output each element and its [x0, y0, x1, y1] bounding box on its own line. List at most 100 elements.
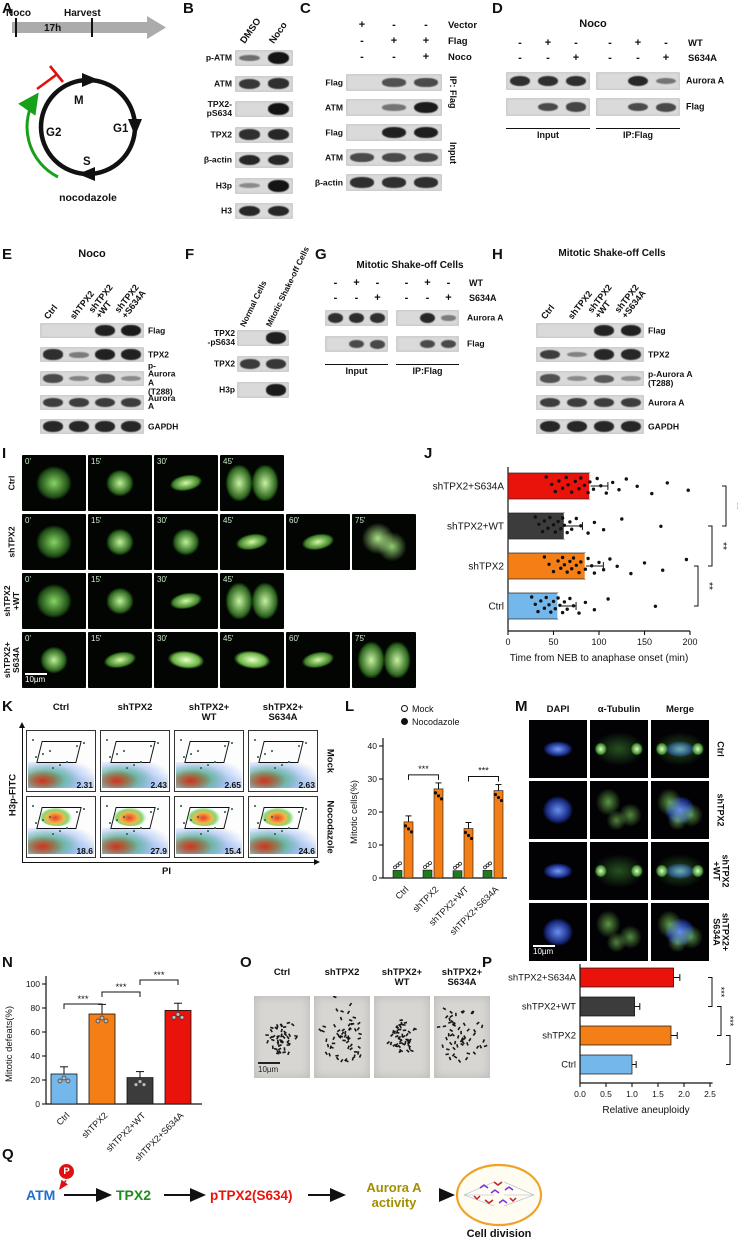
flow-gate-value: 15.4: [224, 846, 241, 856]
flow-dot: [305, 742, 307, 744]
dapi-signal: [538, 914, 578, 950]
flow-gate-value: 2.65: [224, 780, 241, 790]
blot-strip: [506, 98, 590, 116]
cycle-arrowhead: [78, 167, 95, 181]
protein-band: [69, 375, 89, 382]
nocodazole-marker-icon: [401, 718, 408, 725]
protein-band: [266, 332, 286, 344]
tubulin-signal: [591, 783, 647, 837]
condition-symbol: +: [353, 277, 360, 289]
band-label: Aurora A: [467, 312, 504, 323]
protein-band: [238, 154, 261, 166]
protein-band: [267, 52, 290, 64]
condition-symbol: -: [446, 277, 451, 289]
condition-symbol: -: [664, 37, 668, 49]
flow-gate-cluster: [188, 808, 222, 826]
flow-dot: [140, 827, 142, 829]
flow-gate: [258, 741, 304, 763]
flow-dot: [116, 753, 118, 755]
protein-band: [238, 54, 261, 62]
ip-group-label: IP: Flag: [448, 76, 458, 109]
frame-time-label: 60': [289, 634, 300, 643]
flow-dot: [52, 767, 54, 769]
flow-dot: [106, 805, 108, 807]
protein-band: [43, 374, 63, 383]
phase-g2: G2: [46, 127, 61, 139]
svg-text:10: 10: [368, 840, 378, 850]
flow-dot: [298, 811, 300, 813]
panel-label-p: P: [482, 954, 493, 971]
flow-dot: [183, 822, 185, 824]
flow-plot: 2.43: [100, 730, 170, 792]
chromosome-marks: [318, 996, 362, 1063]
flow-dot: [116, 819, 118, 821]
flow-dot: [257, 756, 259, 758]
protein-band: [95, 421, 115, 432]
svg-text:shTPX2+WT: shTPX2+WT: [447, 522, 504, 533]
condition-name: WT: [469, 278, 483, 288]
protein-band: [537, 102, 559, 112]
condition-symbol: -: [333, 277, 338, 289]
condition-name: WT: [688, 38, 703, 49]
chromosome-marks: [386, 1019, 417, 1054]
blot-strip: [235, 75, 293, 92]
tubulin-signal: [592, 845, 646, 897]
condition-symbol: +: [422, 35, 430, 47]
condition-name: S634A: [469, 293, 497, 303]
band-label: ATM: [325, 101, 343, 112]
band-label: TPX2-pS634: [207, 328, 235, 347]
flow-dot: [35, 756, 37, 758]
blot-strip: [396, 310, 459, 326]
timelapse-frame: 0': [22, 514, 86, 570]
flow-density: [102, 828, 168, 854]
flow-gate: [36, 741, 82, 763]
panel-label-b: B: [183, 0, 194, 17]
svg-text:0.0: 0.0: [574, 1089, 586, 1099]
flow-column-label: shTPX2: [117, 702, 153, 713]
frame-time-label: 15': [91, 457, 102, 466]
panel-label-i: I: [2, 445, 7, 462]
if-image: [590, 842, 648, 900]
cell-fluorescence: [101, 465, 139, 501]
if-column-label: α-Tubulin: [597, 704, 641, 715]
flow-dot: [52, 833, 54, 835]
cell-fluorescence: [230, 528, 274, 556]
svg-text:1.5: 1.5: [652, 1089, 664, 1099]
blot-strip: [596, 72, 680, 90]
tubulin-signal: [653, 723, 707, 775]
panel-label-g: G: [315, 246, 327, 263]
protein-band: [327, 312, 344, 324]
spread-label: shTPX2+ WT: [381, 967, 423, 989]
flow-dot: [32, 805, 34, 807]
frame-time-label: 75': [355, 634, 366, 643]
protein-band: [440, 315, 457, 321]
flow-dot: [200, 767, 202, 769]
flow-dot: [200, 833, 202, 835]
protein-band: [350, 177, 374, 188]
flow-dot: [49, 750, 51, 752]
timelapse-frame: 15': [88, 455, 152, 511]
protein-band: [238, 129, 261, 140]
protein-band: [121, 324, 141, 337]
blot-group-label: Input: [506, 128, 590, 140]
svg-text:shTPX2: shTPX2: [80, 1110, 110, 1140]
svg-text:***: ***: [115, 982, 126, 993]
condition-symbol: -: [608, 37, 612, 49]
timelapse-frame: 30': [154, 455, 218, 511]
condition-symbol: +: [572, 52, 580, 64]
cell-fluorescence: [30, 520, 78, 564]
svg-text:60: 60: [31, 1027, 41, 1037]
flow-dot: [133, 830, 135, 832]
svg-text:Ctrl: Ctrl: [393, 884, 410, 901]
condition-symbol: -: [404, 277, 409, 289]
panel-b: B p-ATM ATM TPX2-pS634 TPX2 β-actin H3p H3 DMSO…: [183, 0, 297, 245]
svg-text:Ctrl: Ctrl: [54, 1110, 71, 1127]
svg-text:30: 30: [368, 774, 378, 784]
svg-text:shTPX2: shTPX2: [542, 1031, 576, 1042]
svg-text:40: 40: [368, 741, 378, 751]
svg-text:40: 40: [31, 1051, 41, 1061]
cell-division-label: Cell division: [466, 1228, 532, 1240]
blot-strip: [235, 101, 293, 117]
flow-dot: [32, 739, 34, 741]
blot-strip: [596, 98, 680, 116]
